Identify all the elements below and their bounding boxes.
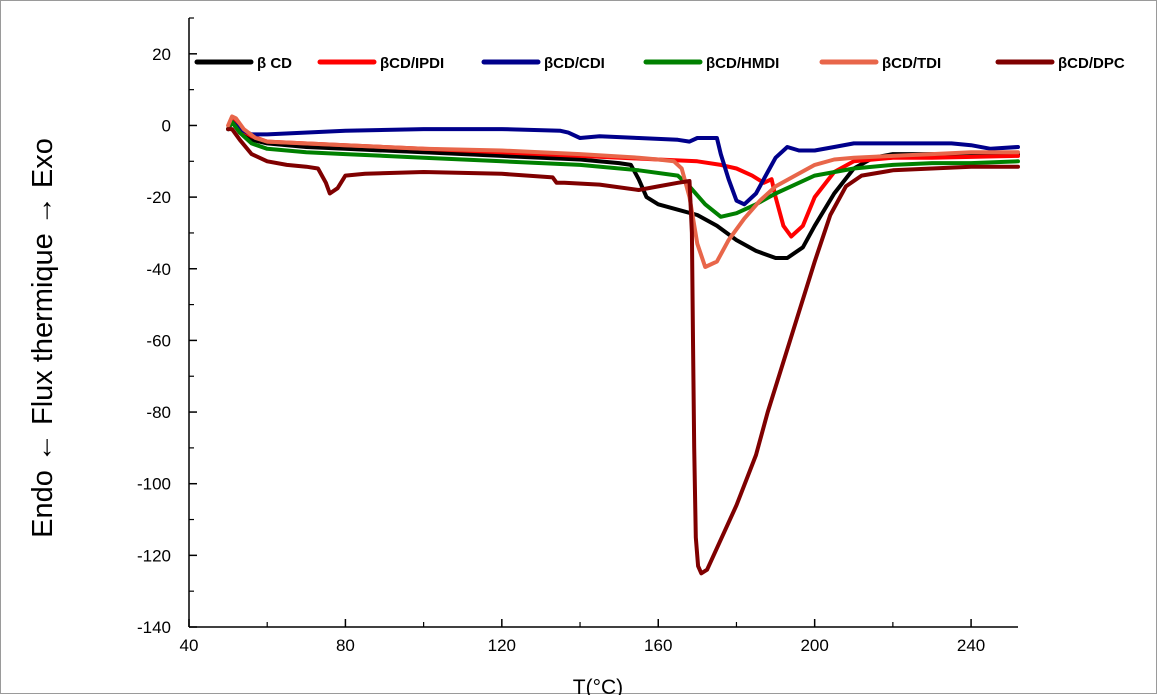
series-line-2 <box>226 119 1020 207</box>
legend-label-4: βCD/TDI <box>882 55 941 72</box>
legend-label-1: βCD/IPDI <box>380 55 444 72</box>
y-axis-title: Endo ← Flux thermique → Exo <box>27 138 59 538</box>
legend-label-3: βCD/HMDI <box>706 55 779 72</box>
series-line-4 <box>226 114 1020 269</box>
y-tick-label: -60 <box>146 331 171 350</box>
legend-label-2: βCD/CDI <box>544 55 605 72</box>
legend-label-0: β CD <box>257 55 292 72</box>
x-tick-label: 240 <box>957 636 985 655</box>
y-tick-label: -140 <box>137 618 171 637</box>
legend: β CD βCD/IPDI βCD/CDI βCD/HMDI βCD/TDI βCD/DP… <box>194 55 1125 72</box>
axes: 40 80 120 160 200 240200-20-40-60-80-100-120-… <box>137 17 1018 655</box>
y-tick-label: -80 <box>146 403 171 422</box>
series-lines <box>226 114 1020 576</box>
y-tick-label: -120 <box>137 546 171 565</box>
x-tick-label: 160 <box>644 636 672 655</box>
y-tick-label: 20 <box>152 45 171 64</box>
x-tick-label: 200 <box>800 636 828 655</box>
x-tick-label: 40 <box>180 636 199 655</box>
y-tick-label: 0 <box>162 116 171 135</box>
legend-label-5: βCD/DPC <box>1058 55 1125 72</box>
y-tick-label: -20 <box>146 188 171 207</box>
x-axis-title: T(°C) <box>573 676 623 695</box>
y-tick-label: -100 <box>137 475 171 494</box>
series-line-5 <box>226 127 1020 576</box>
y-tick-label: -40 <box>146 260 171 279</box>
x-tick-label: 120 <box>488 636 516 655</box>
x-tick-label: 80 <box>336 636 355 655</box>
